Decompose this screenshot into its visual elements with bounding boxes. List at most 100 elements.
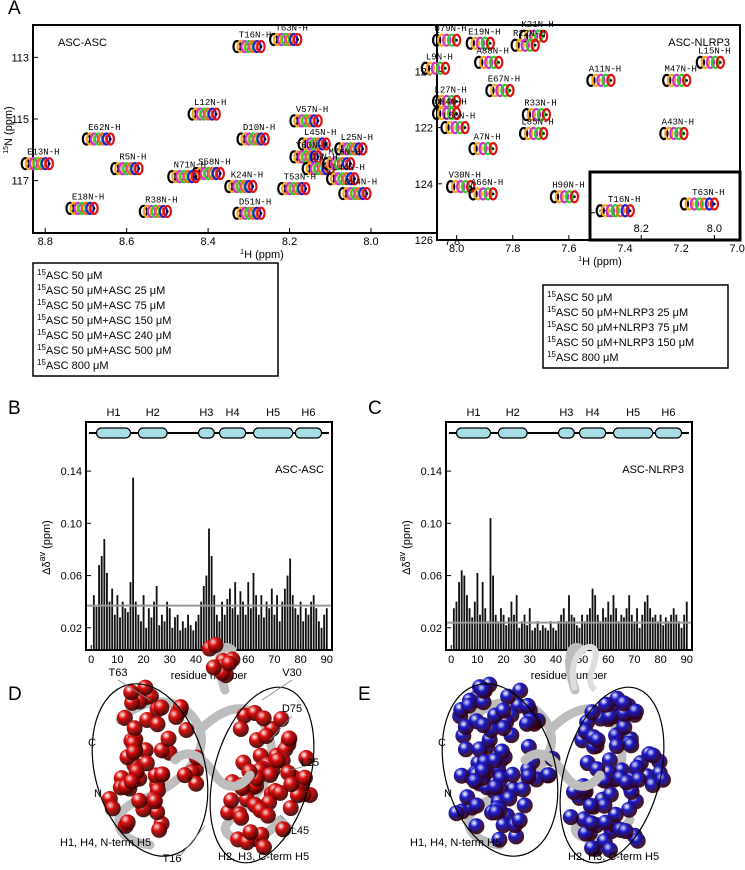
peak-center — [444, 66, 447, 70]
bar — [528, 608, 531, 650]
y-label: Δδ — [401, 561, 413, 574]
y-label-unit: (ppm) — [401, 520, 413, 549]
bar — [534, 627, 536, 650]
atom-sphere — [645, 747, 662, 764]
peak-center — [219, 172, 222, 175]
peak-center — [682, 132, 686, 135]
region-caption: H2, H3, C-term H5 — [218, 851, 309, 863]
bar — [310, 601, 312, 650]
peak-contour — [495, 83, 505, 98]
peak-center — [251, 185, 255, 188]
peak-contour — [441, 33, 452, 47]
helix-label: H6 — [301, 407, 315, 419]
peak-contour — [474, 55, 484, 69]
bar — [312, 595, 315, 650]
peak-contour — [559, 190, 570, 204]
peak-contour — [536, 108, 547, 122]
peak — [256, 206, 266, 220]
helix-label: H4 — [586, 407, 600, 419]
peak-label: D6N-H — [311, 153, 338, 163]
bar — [662, 625, 665, 650]
peak-contour — [465, 36, 476, 50]
bar — [194, 621, 197, 650]
bar — [589, 608, 591, 650]
peak-contour — [615, 204, 625, 218]
atom-sphere — [495, 702, 512, 719]
peak-label: A7N-H — [474, 133, 501, 143]
x-tick-label: 7.8 — [505, 243, 520, 255]
peak — [105, 132, 116, 146]
x-label-sup: 1 — [240, 249, 244, 256]
atom-sphere — [616, 719, 633, 736]
legend-entry: 15ASC 50 μM+ASC 75 μM — [37, 298, 165, 312]
bar — [609, 614, 612, 650]
peak-contour — [533, 126, 544, 141]
bar — [103, 539, 106, 650]
bar — [607, 601, 610, 650]
peak-label: D51N-H — [239, 197, 271, 207]
bar — [578, 627, 581, 650]
helix-label: H1 — [106, 407, 120, 419]
bar — [570, 614, 573, 650]
x-tick-label: 0 — [448, 654, 454, 666]
atom-sphere — [223, 792, 240, 809]
bar — [247, 582, 250, 650]
bar — [315, 608, 318, 650]
peak-contour — [485, 83, 495, 98]
bar — [654, 614, 657, 650]
atom-sphere — [146, 793, 163, 810]
atom-sphere — [123, 684, 140, 701]
bar — [677, 621, 680, 650]
x-tick-label: 0 — [88, 654, 94, 666]
peak — [488, 187, 498, 201]
y-axis-label: 15N (ppm) — [3, 106, 15, 154]
peak-contour — [500, 83, 510, 98]
peak-contour — [435, 61, 446, 75]
label-leader — [117, 679, 151, 701]
peak-contour — [689, 197, 700, 211]
peak-contour — [470, 36, 481, 50]
peak-contour — [705, 55, 716, 69]
peak-label: R33N-H — [524, 99, 556, 109]
atom-sphere — [468, 818, 485, 835]
bar — [252, 572, 255, 650]
atom-sphere — [601, 842, 618, 859]
atom-sphere — [475, 682, 492, 699]
legend-name: ASC 50 μM+ASC 75 μM — [46, 300, 165, 312]
legend-name: ASC 50 μM — [556, 292, 612, 304]
x-tick-label: 8.0 — [363, 236, 378, 248]
atom-sphere — [298, 750, 315, 767]
atom-sphere — [501, 790, 518, 807]
peak-contour — [521, 108, 532, 122]
peak — [538, 126, 549, 141]
bar — [452, 608, 455, 650]
bar — [249, 608, 252, 650]
peak-center — [533, 43, 537, 47]
bar — [617, 621, 620, 650]
legend-sup: 15 — [37, 343, 46, 352]
bar — [560, 614, 563, 650]
bar — [142, 595, 145, 650]
peak-contour — [489, 55, 499, 69]
atom-sphere — [602, 708, 619, 725]
bar — [111, 588, 114, 650]
y-tick-label: 117 — [11, 176, 29, 188]
x-label-sup: 1 — [578, 256, 582, 263]
peak-contour — [605, 204, 615, 218]
bar — [153, 601, 155, 650]
bar — [479, 614, 481, 650]
peak — [191, 170, 201, 184]
helix-label: H5 — [626, 407, 640, 419]
atom-sphere — [491, 831, 508, 848]
peak-contour — [483, 187, 493, 201]
legend-entry: 15ASC 50 μM — [37, 268, 102, 282]
peak — [451, 106, 462, 121]
peak-center — [628, 209, 632, 213]
bar — [242, 601, 244, 650]
peak — [488, 142, 498, 156]
bar — [554, 630, 557, 650]
peak-contour — [436, 33, 447, 47]
bar — [636, 608, 638, 650]
bar — [221, 601, 224, 650]
